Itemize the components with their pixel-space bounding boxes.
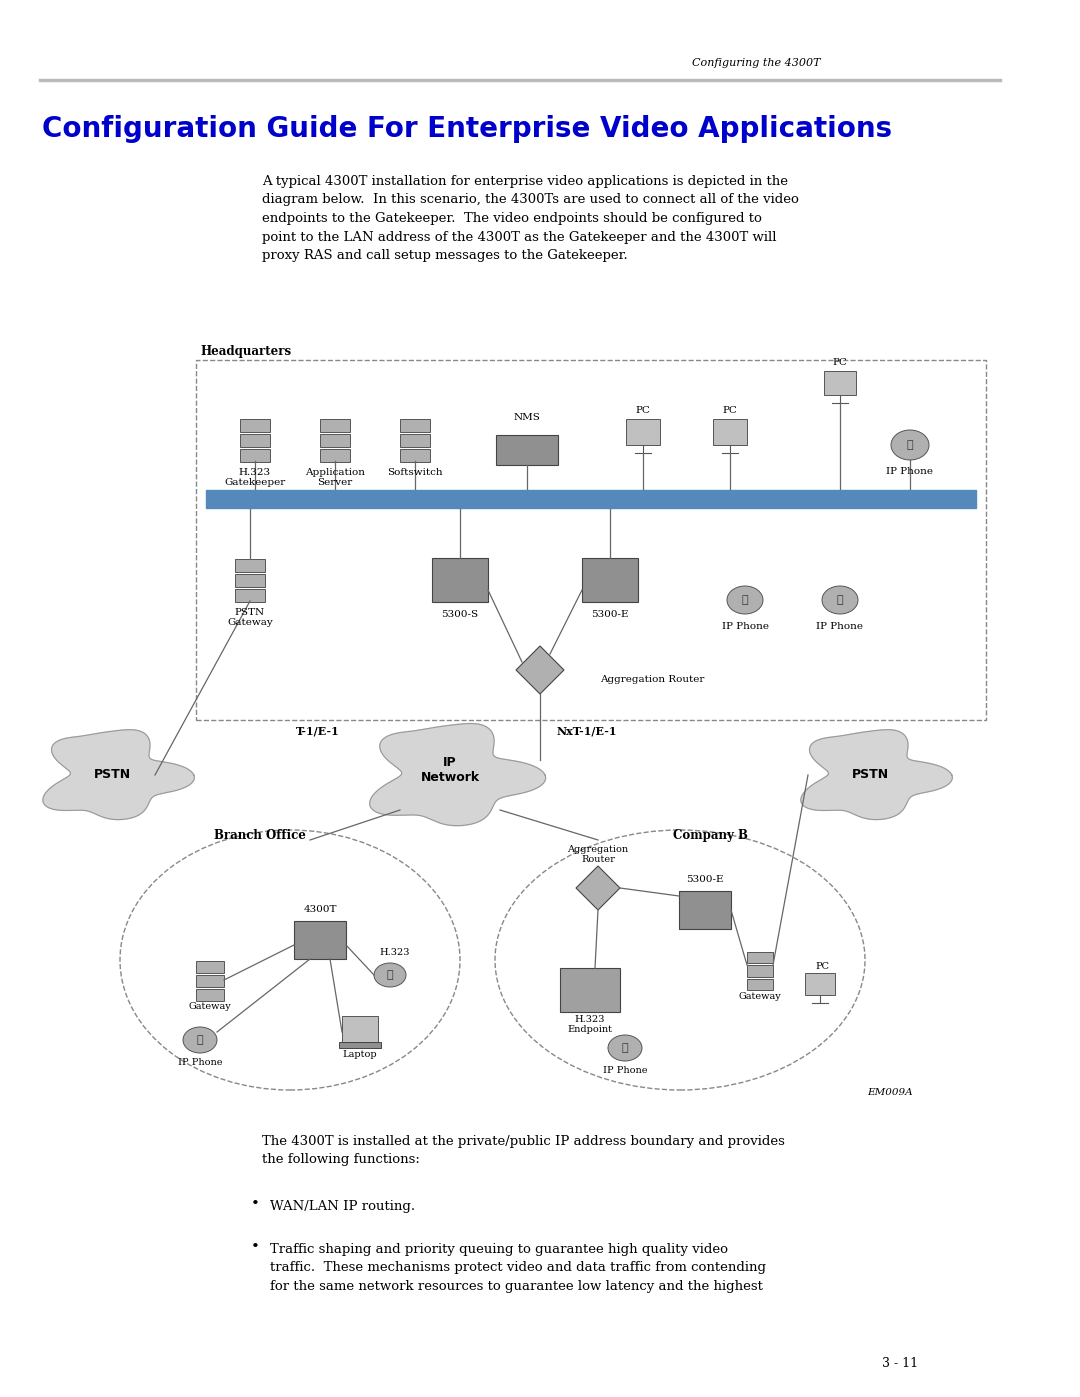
Text: Softswitch: Softswitch — [388, 468, 443, 476]
Text: Laptop: Laptop — [342, 1051, 377, 1059]
Ellipse shape — [822, 585, 858, 615]
Bar — [400, 419, 430, 432]
Bar — [679, 891, 731, 929]
Bar — [294, 921, 346, 958]
Bar — [195, 961, 224, 972]
Bar — [240, 419, 270, 432]
Bar — [320, 434, 350, 447]
Bar — [339, 1042, 381, 1048]
Text: IP
Network: IP Network — [420, 756, 480, 784]
Bar — [235, 559, 265, 573]
Bar — [824, 372, 856, 395]
Bar — [240, 434, 270, 447]
Text: Application
Server: Application Server — [305, 468, 365, 488]
Bar — [235, 574, 265, 587]
Text: PC: PC — [815, 963, 829, 971]
Text: •: • — [251, 1197, 259, 1211]
Text: NxT-1/E-1: NxT-1/E-1 — [557, 726, 618, 738]
Ellipse shape — [727, 585, 762, 615]
Text: Headquarters: Headquarters — [200, 345, 292, 358]
Text: ☎: ☎ — [197, 1035, 203, 1045]
Text: PC: PC — [723, 407, 738, 415]
Text: 3 - 11: 3 - 11 — [882, 1356, 918, 1370]
Bar — [582, 557, 638, 602]
Text: Branch Office: Branch Office — [214, 828, 306, 842]
Text: Gateway: Gateway — [189, 1002, 231, 1011]
Bar — [240, 450, 270, 462]
Text: IP Phone: IP Phone — [887, 467, 933, 476]
Text: EM009A: EM009A — [867, 1088, 913, 1097]
Text: ☎: ☎ — [387, 970, 393, 981]
Text: T-1/E-1: T-1/E-1 — [296, 726, 340, 738]
Text: Traffic shaping and priority queuing to guarantee high quality video
traffic.  T: Traffic shaping and priority queuing to … — [270, 1243, 766, 1294]
Text: IP Phone: IP Phone — [178, 1058, 222, 1067]
Bar — [195, 989, 224, 1000]
Text: ☎: ☎ — [837, 595, 843, 605]
Polygon shape — [801, 729, 953, 820]
Text: IP Phone: IP Phone — [721, 622, 769, 631]
Polygon shape — [576, 866, 620, 909]
Text: 5300-S: 5300-S — [442, 610, 478, 619]
Bar — [235, 590, 265, 602]
Text: A typical 4300T installation for enterprise video applications is depicted in th: A typical 4300T installation for enterpr… — [262, 175, 799, 263]
Bar — [195, 360, 986, 719]
Bar — [342, 1016, 378, 1042]
Text: IP Phone: IP Phone — [816, 622, 864, 631]
Polygon shape — [369, 724, 545, 826]
Text: PSTN: PSTN — [851, 768, 889, 781]
Text: •: • — [251, 1241, 259, 1255]
Text: IP Phone: IP Phone — [603, 1066, 647, 1076]
Bar — [561, 968, 620, 1011]
Text: WAN/LAN IP routing.: WAN/LAN IP routing. — [270, 1200, 415, 1213]
Bar — [747, 978, 773, 989]
Text: Gateway: Gateway — [739, 992, 781, 1002]
Ellipse shape — [374, 963, 406, 988]
Polygon shape — [43, 729, 194, 820]
Ellipse shape — [183, 1027, 217, 1053]
Text: 5300-E: 5300-E — [686, 875, 724, 884]
Ellipse shape — [891, 430, 929, 460]
Text: NMS: NMS — [514, 414, 540, 422]
Bar — [400, 450, 430, 462]
Text: PC: PC — [833, 358, 848, 367]
Text: Configuring the 4300T: Configuring the 4300T — [691, 59, 820, 68]
Text: H.323
Gatekeeper: H.323 Gatekeeper — [225, 468, 285, 488]
Text: Company B: Company B — [673, 828, 747, 842]
Bar — [626, 419, 660, 446]
Polygon shape — [516, 645, 564, 694]
Text: Configuration Guide For Enterprise Video Applications: Configuration Guide For Enterprise Video… — [42, 115, 892, 142]
Ellipse shape — [608, 1035, 642, 1060]
Text: 5300-E: 5300-E — [591, 610, 629, 619]
Bar — [805, 972, 835, 995]
Text: The 4300T is installed at the private/public IP address boundary and provides
th: The 4300T is installed at the private/pu… — [262, 1134, 785, 1166]
Text: PSTN: PSTN — [94, 768, 131, 781]
Text: PC: PC — [635, 407, 650, 415]
Text: PSTN
Gateway: PSTN Gateway — [227, 608, 273, 627]
Bar — [713, 419, 747, 446]
Bar — [747, 965, 773, 977]
Text: H.323: H.323 — [380, 949, 410, 957]
Bar — [195, 975, 224, 986]
Text: ☎: ☎ — [907, 440, 914, 450]
Bar — [747, 951, 773, 964]
Bar — [320, 419, 350, 432]
Bar — [320, 450, 350, 462]
Text: 4300T: 4300T — [303, 905, 337, 914]
Text: Aggregation Router: Aggregation Router — [600, 676, 704, 685]
Bar — [496, 434, 558, 465]
Text: H.323
Endpoint: H.323 Endpoint — [567, 1016, 612, 1034]
Text: ☎: ☎ — [622, 1044, 629, 1053]
Bar — [400, 434, 430, 447]
Bar — [432, 557, 488, 602]
Bar — [206, 490, 976, 509]
Text: Aggregation
Router: Aggregation Router — [567, 845, 629, 863]
Text: ☎: ☎ — [742, 595, 748, 605]
